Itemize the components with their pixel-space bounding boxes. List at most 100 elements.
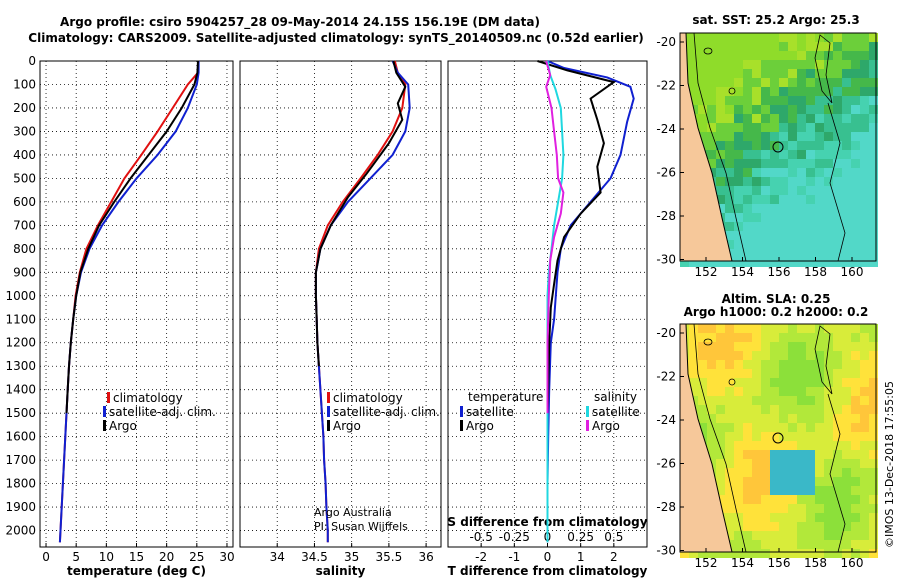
map-cell <box>779 531 788 540</box>
map-cell <box>779 351 788 360</box>
map-cell <box>725 522 734 531</box>
map-cell <box>860 132 869 141</box>
map-cell <box>842 378 851 387</box>
map-cell <box>707 405 716 414</box>
map-cell <box>824 414 833 423</box>
map-cell <box>734 468 743 477</box>
map-cell <box>833 231 842 240</box>
map-cell <box>860 540 869 549</box>
map-x-tick-label: 158 <box>804 265 827 279</box>
map-cell <box>815 105 824 114</box>
map-cell <box>779 405 788 414</box>
map-cell <box>788 96 797 105</box>
map-cell <box>851 51 860 60</box>
reef-contour <box>814 325 833 395</box>
map-cell <box>788 204 797 213</box>
map-cell <box>779 132 788 141</box>
map-cell <box>824 168 833 177</box>
map-cell <box>788 351 797 360</box>
legend-s-satellite: satellite <box>592 405 640 419</box>
map-cell <box>734 477 743 486</box>
map-cell <box>833 114 842 123</box>
map-cell <box>833 78 842 87</box>
map-cell <box>842 549 851 558</box>
map-cell <box>716 150 725 159</box>
map-cell <box>833 342 842 351</box>
map-cell <box>824 222 833 231</box>
map-cell <box>851 333 860 342</box>
map-cell <box>797 150 806 159</box>
map-cell <box>869 387 878 396</box>
map-cell <box>806 378 815 387</box>
map-cell <box>860 459 869 468</box>
legend-satellite: satellite-adj. clim. <box>333 405 440 419</box>
map-cell <box>797 141 806 150</box>
map-cell <box>824 249 833 258</box>
map-cell <box>770 42 779 51</box>
map-cell <box>743 204 752 213</box>
map-cell <box>725 87 734 96</box>
legend-climatology-swatch <box>107 392 110 403</box>
map-cell <box>752 231 761 240</box>
map-cell <box>716 204 725 213</box>
map-cell <box>788 540 797 549</box>
map-cell <box>869 78 878 87</box>
map-cell <box>752 258 761 267</box>
map-cell <box>824 240 833 249</box>
map-cell <box>860 414 869 423</box>
y-tick-label: 1500 <box>5 406 36 420</box>
map-cell <box>761 105 770 114</box>
map-cell <box>851 351 860 360</box>
map-cell <box>815 531 824 540</box>
map-cell <box>752 513 761 522</box>
map-cell <box>716 549 725 558</box>
map-cell <box>788 333 797 342</box>
map-cell <box>734 531 743 540</box>
map-cell <box>770 324 779 333</box>
map-cell <box>734 69 743 78</box>
map-cell <box>869 486 878 495</box>
map-cell <box>743 33 752 42</box>
map-cell <box>761 240 770 249</box>
map-cell <box>770 495 779 504</box>
map-cell <box>770 531 779 540</box>
map-cell <box>725 150 734 159</box>
map-cell <box>743 378 752 387</box>
map-cell <box>743 414 752 423</box>
map-cell <box>716 432 725 441</box>
map-cell <box>806 504 815 513</box>
map-cell <box>779 486 788 495</box>
map-cell <box>797 186 806 195</box>
map-cell <box>743 132 752 141</box>
map-cell <box>707 87 716 96</box>
ridge-contour <box>827 102 846 262</box>
map-cell <box>743 360 752 369</box>
map-cell <box>716 450 725 459</box>
map-cell <box>743 342 752 351</box>
map-cell <box>707 342 716 351</box>
x-tick-label: 34 <box>270 550 285 564</box>
map-cell <box>860 378 869 387</box>
map-cell <box>788 87 797 96</box>
map-cell <box>716 258 725 267</box>
map-cell <box>869 396 878 405</box>
map-cell <box>725 258 734 267</box>
map-cell <box>860 195 869 204</box>
map-cell <box>734 177 743 186</box>
map-cell <box>833 240 842 249</box>
map-cell <box>869 105 878 114</box>
map-cell <box>716 405 725 414</box>
map-cell <box>707 432 716 441</box>
imos-timestamp: ©IMOS 13-Dec-2018 17:55:05 <box>883 381 896 548</box>
map-cell <box>725 450 734 459</box>
map-cell <box>779 432 788 441</box>
map-cell <box>788 360 797 369</box>
map-cell <box>725 240 734 249</box>
map-cell <box>797 405 806 414</box>
map-cell <box>815 69 824 78</box>
map-cell <box>698 78 707 87</box>
map-cell <box>842 540 851 549</box>
map-cell <box>833 159 842 168</box>
map-cell <box>824 351 833 360</box>
map-cell <box>824 333 833 342</box>
